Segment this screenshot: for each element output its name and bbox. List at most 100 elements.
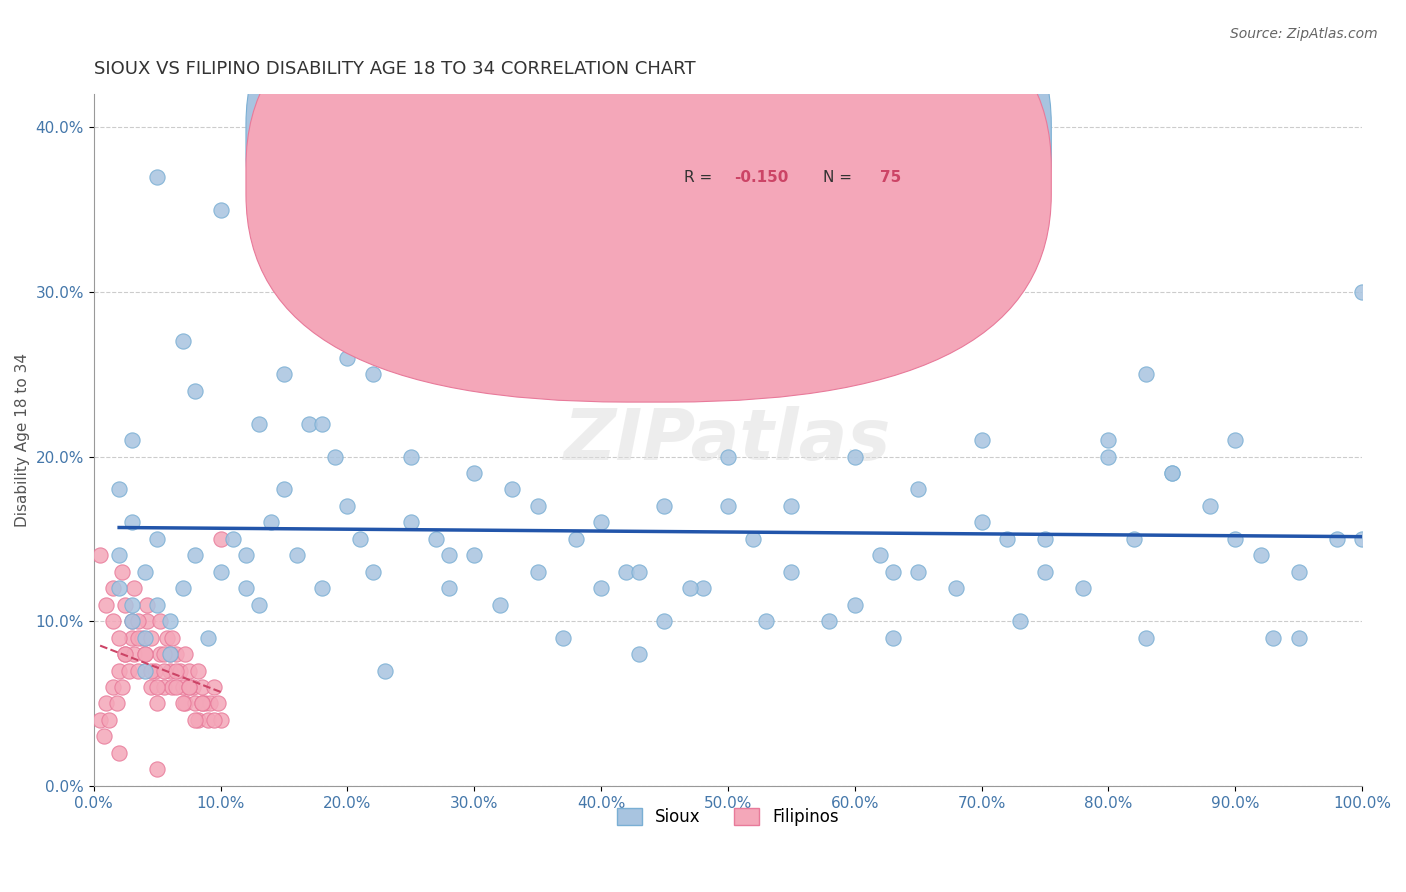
Point	[844, 450, 866, 464]
Point	[108, 549, 131, 563]
Point	[96, 697, 118, 711]
Point	[298, 417, 321, 431]
Point	[1135, 368, 1157, 382]
Point	[501, 483, 523, 497]
Point	[121, 433, 143, 447]
Point	[526, 499, 548, 513]
Point	[882, 565, 904, 579]
Point	[970, 516, 993, 530]
Point	[111, 680, 134, 694]
Point	[190, 680, 212, 694]
Point	[184, 549, 207, 563]
Point	[399, 450, 422, 464]
Point	[124, 647, 146, 661]
Point	[399, 516, 422, 530]
Point	[780, 499, 803, 513]
Point	[121, 598, 143, 612]
Legend: Sioux, Filipinos: Sioux, Filipinos	[610, 801, 845, 833]
Point	[156, 631, 179, 645]
Point	[679, 581, 702, 595]
Point	[139, 631, 162, 645]
Point	[114, 647, 136, 661]
Point	[907, 483, 929, 497]
Point	[134, 664, 156, 678]
Point	[152, 680, 174, 694]
Point	[177, 664, 200, 678]
Point	[209, 713, 232, 727]
Point	[654, 614, 676, 628]
Point	[136, 598, 159, 612]
Text: ZIPatlas: ZIPatlas	[564, 406, 891, 475]
Point	[336, 351, 359, 365]
Point	[101, 680, 124, 694]
Point	[1160, 466, 1182, 480]
Point	[247, 598, 270, 612]
Point	[1097, 450, 1119, 464]
Point	[89, 713, 111, 727]
Point	[200, 697, 222, 711]
Text: R =: R =	[683, 169, 711, 185]
Point	[692, 581, 714, 595]
Point	[818, 614, 841, 628]
Point	[235, 581, 257, 595]
Point	[273, 483, 295, 497]
Point	[945, 581, 967, 595]
Text: R =: R =	[683, 127, 711, 142]
Point	[222, 532, 245, 546]
Point	[162, 631, 184, 645]
Point	[209, 202, 232, 217]
Point	[207, 697, 229, 711]
Point	[190, 697, 212, 711]
Point	[152, 647, 174, 661]
Point	[114, 598, 136, 612]
Point	[162, 680, 184, 694]
Point	[1097, 433, 1119, 447]
Point	[121, 614, 143, 628]
Point	[134, 565, 156, 579]
Text: N =: N =	[823, 169, 852, 185]
Point	[108, 581, 131, 595]
Point	[1225, 433, 1247, 447]
Point	[194, 697, 217, 711]
Point	[361, 368, 384, 382]
FancyBboxPatch shape	[602, 108, 1032, 219]
Point	[146, 169, 169, 184]
Point	[1071, 581, 1094, 595]
Point	[202, 680, 225, 694]
Point	[105, 697, 128, 711]
Point	[1288, 631, 1310, 645]
Point	[273, 368, 295, 382]
Point	[374, 664, 396, 678]
Point	[127, 614, 149, 628]
Point	[187, 713, 209, 727]
Point	[96, 598, 118, 612]
Point	[349, 532, 371, 546]
Point	[108, 483, 131, 497]
Point	[108, 746, 131, 760]
Point	[336, 499, 359, 513]
FancyBboxPatch shape	[246, 0, 1052, 360]
Text: 75: 75	[880, 169, 901, 185]
Point	[311, 581, 333, 595]
Point	[209, 565, 232, 579]
Y-axis label: Disability Age 18 to 34: Disability Age 18 to 34	[15, 353, 30, 527]
Point	[551, 631, 574, 645]
Point	[146, 598, 169, 612]
Point	[616, 565, 638, 579]
Point	[1122, 532, 1144, 546]
Point	[159, 647, 181, 661]
Point	[149, 647, 172, 661]
Point	[247, 417, 270, 431]
Point	[361, 565, 384, 579]
Point	[177, 680, 200, 694]
Point	[437, 581, 460, 595]
Point	[143, 664, 166, 678]
Point	[169, 664, 191, 678]
Point	[755, 614, 778, 628]
Point	[628, 647, 651, 661]
Point	[139, 680, 162, 694]
Point	[127, 631, 149, 645]
Point	[463, 466, 485, 480]
Point	[172, 334, 194, 349]
Point	[564, 532, 586, 546]
